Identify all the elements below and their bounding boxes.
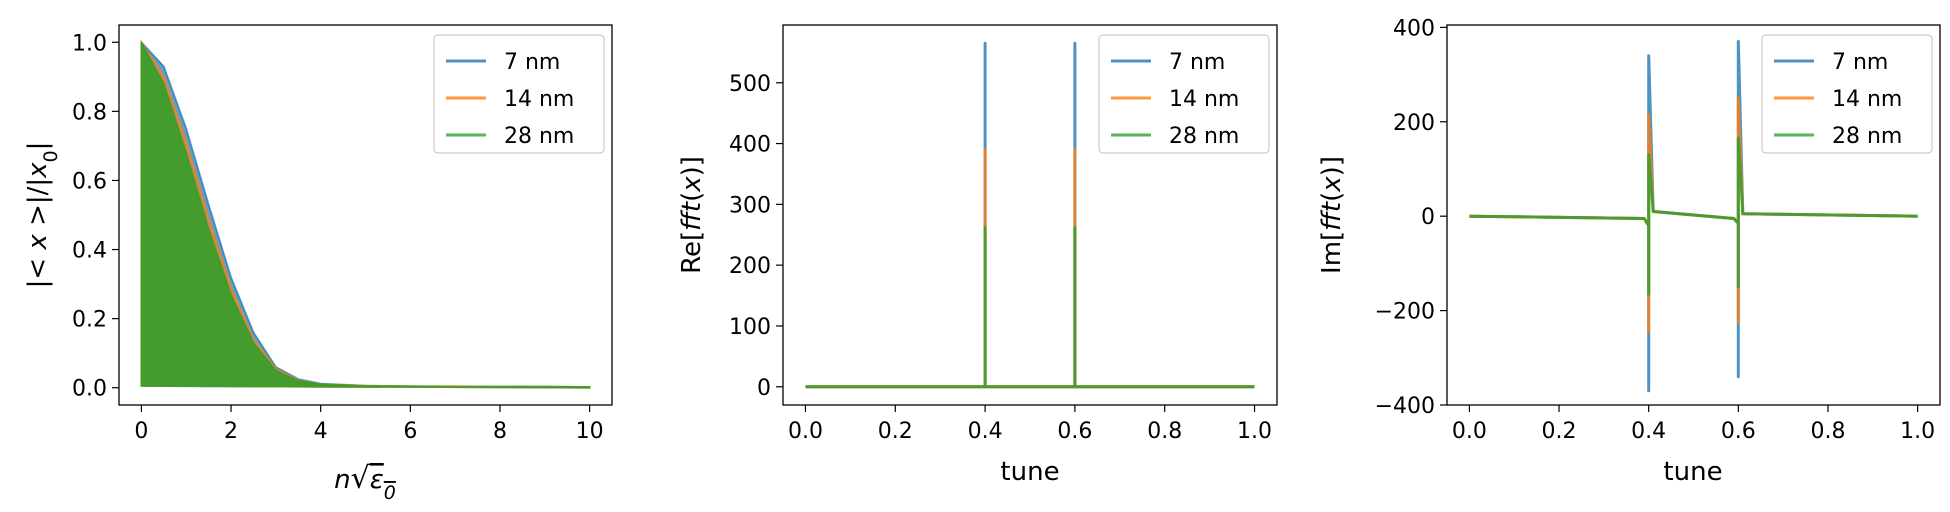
x-tick-label: 0.8	[1810, 419, 1845, 444]
legend-box	[1761, 34, 1933, 154]
legend: 7 nm 14 nm 28 nm	[433, 34, 605, 154]
series-28-nm-area	[140, 41, 591, 389]
x-tick-label: 8	[493, 419, 507, 444]
legend-label: 7 nm	[1169, 50, 1225, 75]
x-axis-label: tune	[1000, 457, 1059, 487]
x-tick-label: 1.0	[1900, 419, 1935, 444]
y-tick-label: 400	[1393, 16, 1435, 41]
y-tick-label: 200	[1393, 111, 1435, 136]
legend-label: 7 nm	[504, 50, 560, 75]
x-tick-label: 0.8	[1147, 419, 1182, 444]
legend-box	[433, 34, 605, 154]
y-tick-label: 0.8	[72, 100, 107, 125]
x-axis-label: tune	[1663, 457, 1722, 487]
x-tick-label: 0.6	[1057, 419, 1092, 444]
y-axis-label: Im[fft(x)]	[1317, 156, 1347, 274]
legend-box	[1098, 34, 1270, 154]
x-tick-label: 10	[576, 419, 604, 444]
y-tick-label: 0.4	[72, 239, 107, 264]
y-tick-label: 100	[729, 315, 771, 340]
y-tick-label: 0.6	[72, 169, 107, 194]
x-axis-label: n√ε0	[334, 461, 396, 504]
tick-layer: 0.0 0.2 0.4 0.6 0.8 1.0 −400 −200 0 200 400	[1375, 16, 1936, 444]
legend-label: 14 nm	[1169, 87, 1239, 112]
series-28-nm-line	[805, 226, 1255, 389]
y-tick-label: 0	[1421, 205, 1435, 230]
legend-label: 14 nm	[1832, 87, 1902, 112]
y-tick-label: −200	[1375, 300, 1435, 325]
tick-layer: 0.0 0.2 0.4 0.6 0.8 1.0 0 100 200 300 400 500	[729, 72, 1272, 444]
x-tick-label: 0.2	[878, 419, 913, 444]
y-axis-label: Re[fft(x)]	[677, 156, 707, 274]
legend: 7 nm 14 nm 28 nm	[1761, 34, 1933, 154]
panel-envelope-decay: 0 2 4 6 8 10 0.0 0.2 0.4 0.6 0.8 1.0 n√ε0 |< x >|/|…	[23, 24, 613, 504]
legend-label: 28 nm	[504, 124, 574, 149]
y-tick-label: 500	[729, 72, 771, 97]
x-tick-label: 2	[224, 419, 238, 444]
y-tick-label: 0.0	[72, 377, 107, 402]
series-layer	[805, 41, 1255, 389]
series-layer	[140, 39, 591, 389]
panel-fft-imag: 0.0 0.2 0.4 0.6 0.8 1.0 −400 −200 0 200 400 tune I…	[1317, 16, 1941, 487]
y-tick-label: 300	[729, 193, 771, 218]
series-layer	[1469, 40, 1918, 393]
legend: 7 nm 14 nm 28 nm	[1098, 34, 1270, 154]
y-tick-label: 0	[757, 376, 771, 401]
axes-frame	[118, 24, 613, 406]
axes-frame	[782, 24, 1278, 406]
x-tick-label: 0	[134, 419, 148, 444]
y-axis-label: |< x >|/|x0|	[23, 142, 62, 289]
x-tick-label: 0.2	[1542, 419, 1577, 444]
y-tick-label: 400	[729, 133, 771, 158]
y-tick-label: 1.0	[72, 31, 107, 56]
legend-label: 28 nm	[1169, 124, 1239, 149]
legend-label: 28 nm	[1832, 124, 1902, 149]
x-tick-label: 0.4	[1631, 419, 1666, 444]
x-tick-label: 1.0	[1237, 419, 1272, 444]
legend-label: 7 nm	[1832, 50, 1888, 75]
tick-layer: 0 2 4 6 8 10 0.0 0.2 0.4 0.6 0.8 1.0	[72, 31, 604, 444]
y-tick-label: 0.2	[72, 308, 107, 333]
x-tick-label: 4	[314, 419, 328, 444]
x-tick-label: 0.0	[1452, 419, 1487, 444]
x-tick-label: 0.4	[968, 419, 1003, 444]
x-tick-label: 0.0	[788, 419, 823, 444]
series-28-nm-line	[1469, 136, 1918, 296]
y-tick-label: 200	[729, 254, 771, 279]
x-tick-label: 0.6	[1721, 419, 1756, 444]
y-tick-label: −400	[1375, 394, 1435, 419]
legend-label: 14 nm	[504, 87, 574, 112]
axes-frame	[1446, 24, 1941, 406]
x-tick-label: 6	[403, 419, 417, 444]
